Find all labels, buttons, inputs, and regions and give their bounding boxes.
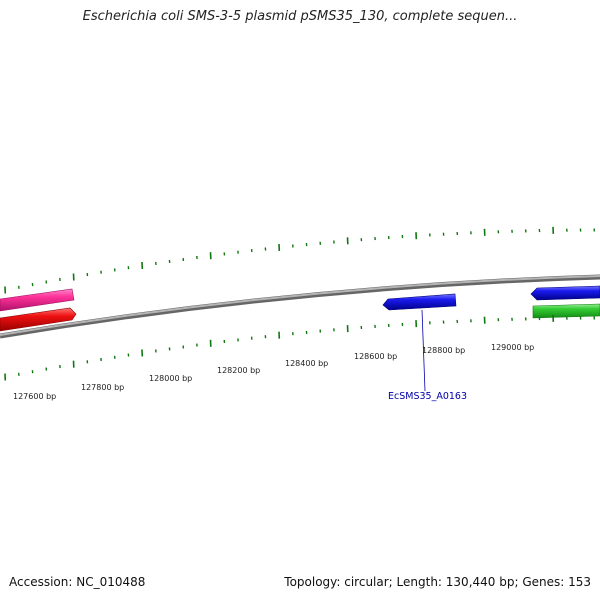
accession-text: Accession: NC_010488	[9, 575, 146, 589]
gene-label-leader	[421, 309, 426, 392]
scale-label: 129000 bp	[491, 343, 534, 352]
scale-label: 127600 bp	[13, 392, 56, 401]
gene-green[interactable]	[532, 303, 600, 319]
plasmid-backbone	[0, 274, 600, 339]
outer-tick-track	[4, 226, 596, 294]
gene-pink[interactable]	[0, 288, 75, 312]
map-title: Escherichia coli SMS-3-5 plasmid pSMS35_…	[82, 9, 518, 24]
gene-label[interactable]: EcSMS35_A0163	[388, 391, 467, 402]
scale-label: 128600 bp	[354, 352, 397, 361]
gene-blue-right[interactable]	[530, 285, 600, 301]
gene-ecsms35-a0163[interactable]	[382, 293, 457, 311]
inner-tick-track	[4, 314, 596, 381]
scale-label: 127800 bp	[81, 383, 124, 392]
scale-label: 128400 bp	[285, 359, 328, 368]
scale-label: 128000 bp	[149, 374, 192, 383]
topology-summary: Topology: circular; Length: 130,440 bp; …	[284, 575, 591, 589]
gene-red[interactable]	[0, 307, 77, 332]
scale-label: 128200 bp	[217, 366, 260, 375]
scale-label: 128800 bp	[422, 346, 465, 355]
